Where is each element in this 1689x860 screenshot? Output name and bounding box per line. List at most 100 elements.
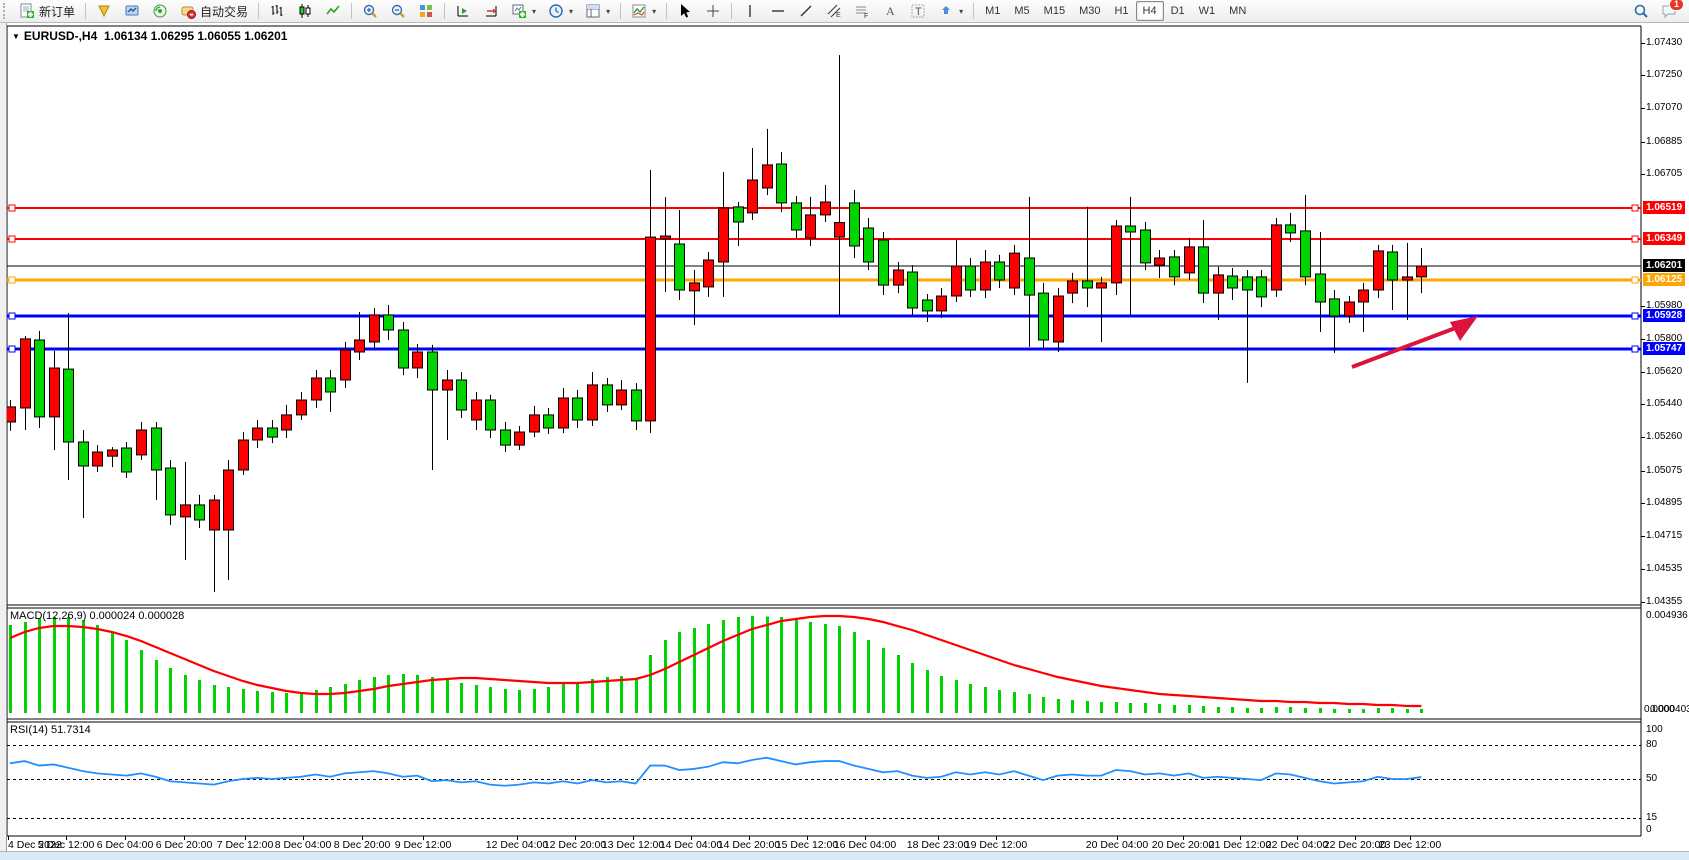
price-tick-label: 1.05075 bbox=[1646, 465, 1683, 476]
new-chart-button[interactable]: ▾ bbox=[505, 0, 542, 22]
price-tick-label: 1.07250 bbox=[1646, 69, 1683, 80]
text-button[interactable]: A bbox=[876, 0, 904, 22]
chart-title-quotes: 1.06134 1.06295 1.06055 1.06201 bbox=[103, 29, 288, 43]
new-order-icon bbox=[19, 3, 35, 19]
line-chart-button[interactable] bbox=[319, 0, 347, 22]
period-clock-icon bbox=[548, 3, 564, 19]
time-axis-label: 23 Dec 12:00 bbox=[1378, 839, 1442, 851]
new-order-button[interactable]: 新订单 bbox=[13, 0, 81, 22]
cursor-button[interactable] bbox=[671, 0, 699, 22]
time-axis-label: 14 Dec 04:00 bbox=[659, 839, 723, 851]
fibonacci-icon: F bbox=[854, 3, 870, 19]
auto-trading-button[interactable]: 自动交易 bbox=[174, 0, 254, 22]
search-icon bbox=[1633, 3, 1649, 19]
auto-scroll-icon bbox=[455, 3, 471, 19]
timeframe-m30[interactable]: M30 bbox=[1079, 5, 1101, 17]
fibonacci-button[interactable]: F bbox=[848, 0, 876, 22]
trend-arrow[interactable] bbox=[1351, 316, 1478, 369]
autotrade-icon bbox=[180, 3, 197, 19]
hline-button[interactable] bbox=[764, 0, 792, 22]
line-chart-icon bbox=[325, 3, 341, 19]
time-axis-label: 9 Dec 12:00 bbox=[394, 839, 452, 851]
shapes-button[interactable]: ▾ bbox=[932, 0, 969, 22]
price-axis-ticks bbox=[8, 43, 1645, 840]
timeframe-m1[interactable]: M1 bbox=[985, 5, 1001, 17]
chart-shift-icon bbox=[483, 3, 499, 19]
main-toolbar: 新订单 自动交易 ▾ ▾ ▾ ▾ bbox=[0, 0, 1689, 23]
candlestick-chart-icon bbox=[297, 3, 313, 19]
timeframe-h1[interactable]: H1 bbox=[1114, 5, 1129, 17]
timeframe-mn[interactable]: MN bbox=[1229, 5, 1247, 17]
svg-text:E: E bbox=[836, 12, 841, 19]
search-button[interactable] bbox=[1627, 0, 1655, 22]
time-axis-label: 20 Dec 04:00 bbox=[1085, 839, 1149, 851]
zoom-out-button[interactable] bbox=[384, 0, 412, 22]
chat-button[interactable]: 1 bbox=[1655, 0, 1684, 22]
new-order-label: 新订单 bbox=[39, 4, 76, 19]
rsi-axis-label: 15 bbox=[1646, 812, 1658, 824]
timeframe-m15[interactable]: M15 bbox=[1043, 5, 1066, 17]
price-level-label: 1.06349 bbox=[1643, 232, 1686, 245]
text-label-button[interactable]: T bbox=[904, 0, 932, 22]
indicators-icon bbox=[631, 3, 647, 19]
channel-button[interactable]: E bbox=[820, 0, 848, 22]
channel-icon: E bbox=[826, 3, 842, 19]
price-level-label: 1.05747 bbox=[1643, 342, 1686, 355]
vline-button[interactable] bbox=[736, 0, 764, 22]
market-watch-button[interactable] bbox=[90, 0, 118, 22]
price-tick-label: 1.05620 bbox=[1646, 366, 1683, 377]
price-level-label: 1.05928 bbox=[1643, 309, 1686, 322]
price-tick-label: 1.04355 bbox=[1646, 596, 1683, 607]
price-level-label: 1.06519 bbox=[1643, 201, 1686, 214]
trendline-button[interactable] bbox=[792, 0, 820, 22]
collapse-triangle-icon[interactable]: ▼ bbox=[12, 32, 20, 41]
chart-title-symbol: EURUSD-,H4 bbox=[23, 29, 98, 43]
cursor-icon bbox=[677, 3, 693, 19]
price-tick-label: 1.06705 bbox=[1646, 168, 1683, 179]
time-axis-label: 6 Dec 20:00 bbox=[155, 839, 213, 851]
price-tick-label: 1.07430 bbox=[1646, 37, 1683, 48]
chart-shift-button[interactable] bbox=[477, 0, 505, 22]
time-axis-label: 12 Dec 20:00 bbox=[543, 839, 607, 851]
time-axis-label: 13 Dec 12:00 bbox=[601, 839, 665, 851]
timeframe-w1[interactable]: W1 bbox=[1198, 5, 1216, 17]
rsi-level-lines bbox=[7, 745, 1641, 819]
chat-icon: 1 bbox=[1661, 0, 1684, 19]
price-tick-label: 1.07070 bbox=[1646, 102, 1683, 113]
candlestick-series bbox=[5, 55, 1427, 592]
data-window-button[interactable] bbox=[118, 0, 146, 22]
zoom-in-button[interactable] bbox=[356, 0, 384, 22]
window-bottom-strip bbox=[0, 851, 1689, 860]
macd-indicator-label: MACD(12,26,9) 0.000024 0.000028 bbox=[10, 610, 185, 622]
price-tick-label: 1.04715 bbox=[1646, 530, 1683, 541]
indicators-button[interactable]: ▾ bbox=[625, 0, 662, 22]
price-tick-label: 1.05980 bbox=[1646, 300, 1683, 311]
timeframe-d1[interactable]: D1 bbox=[1170, 5, 1185, 17]
timeframe-m5[interactable]: M5 bbox=[1014, 5, 1030, 17]
candlestick-chart-button[interactable] bbox=[291, 0, 319, 22]
timeframe-bar: M1 M5 M15 M30 H1 H4 D1 W1 MN bbox=[978, 1, 1253, 21]
auto-scroll-button[interactable] bbox=[449, 0, 477, 22]
time-axis-label: 15 Dec 12:00 bbox=[775, 839, 839, 851]
price-tick-label: 1.04535 bbox=[1646, 563, 1683, 574]
timeframe-h4[interactable]: H4 bbox=[1135, 1, 1164, 21]
price-tick-label: 1.05440 bbox=[1646, 398, 1683, 409]
toolbar-drag-handle[interactable] bbox=[3, 3, 10, 19]
template-button[interactable]: ▾ bbox=[579, 0, 616, 22]
tile-windows-button[interactable] bbox=[412, 0, 440, 22]
time-axis-label: 12 Dec 04:00 bbox=[485, 839, 549, 851]
signals-button[interactable] bbox=[146, 0, 174, 22]
time-axis-label: 5 Dec 12:00 bbox=[37, 839, 95, 851]
chat-badge: 1 bbox=[1668, 0, 1684, 11]
bar-chart-button[interactable] bbox=[263, 0, 291, 22]
rsi-axis-label: 50 bbox=[1646, 773, 1658, 784]
vline-icon bbox=[742, 3, 758, 19]
time-axis-label: 22 Dec 04:00 bbox=[1265, 839, 1329, 851]
rsi-axis-label: 100 bbox=[1646, 724, 1663, 735]
tile-windows-icon bbox=[418, 3, 434, 19]
period-button[interactable]: ▾ bbox=[542, 0, 579, 22]
time-axis-label: 6 Dec 04:00 bbox=[96, 839, 154, 851]
crosshair-button[interactable] bbox=[699, 0, 727, 22]
auto-trading-label: 自动交易 bbox=[200, 4, 249, 19]
